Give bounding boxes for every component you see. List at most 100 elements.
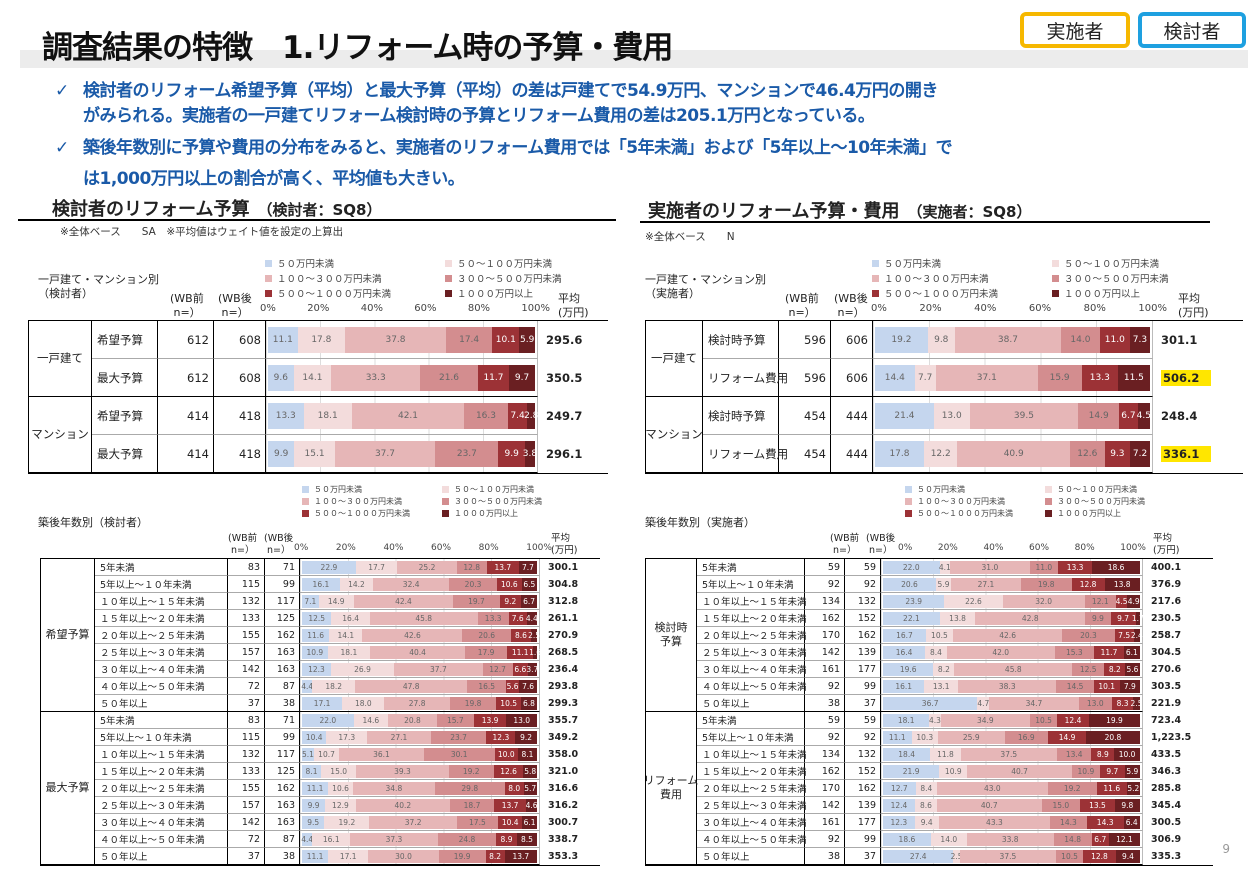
bar-segment-4: 19.2 <box>1047 781 1097 795</box>
bar-segment-1: 36.7 <box>883 696 978 710</box>
bar-segment-1: 12.3 <box>883 815 915 829</box>
legend-swatch <box>1052 259 1059 267</box>
legend-swatch <box>905 486 912 493</box>
bar-segment-3: 32.0 <box>1002 594 1085 608</box>
average-text: 506.2 <box>1161 370 1212 386</box>
bar-segment-4: 10.5 <box>1030 713 1058 727</box>
bar-segment-6: 13.0 <box>506 713 537 727</box>
bar-segment-6: 6.8 <box>520 696 537 710</box>
page-number: 9 <box>1222 842 1230 856</box>
legend-swatch <box>1045 498 1052 505</box>
n-before: 454 <box>779 397 831 435</box>
average-text: 293.8 <box>548 681 579 692</box>
legend-swatch <box>1045 510 1052 517</box>
n-after: 418 <box>214 435 266 473</box>
bar-segment-5: 9.9 <box>498 440 525 467</box>
stacked-bar: 27.4 2.5 37.5 10.5 12.8 9.4 <box>883 849 1140 863</box>
bar-segment-2: 9.4 <box>914 815 939 829</box>
bar-segment-5: 13.9 <box>473 713 507 727</box>
bar-segment-4: 19.8 <box>449 696 497 710</box>
average-text: 249.7 <box>546 409 583 423</box>
group-label: マンション <box>28 397 92 473</box>
n-after: 608 <box>214 359 266 397</box>
average-text: 304.5 <box>1151 647 1182 658</box>
bar-segment-3: 37.5 <box>959 849 1057 863</box>
bar-segment-6: 7.2 <box>1130 440 1150 467</box>
bar-segment-5: 12.4 <box>1057 713 1089 727</box>
n-after: 444 <box>831 397 873 435</box>
bar-segment-2: 14.6 <box>353 713 388 727</box>
legend-swatch <box>872 274 879 282</box>
right-heading-rule <box>640 221 1210 223</box>
bar-segment-1: 18.1 <box>883 713 930 727</box>
bar-segment-6: 7.6 <box>519 679 538 693</box>
wb-before-header: (WB前 n=） <box>228 533 258 556</box>
average-text: 349.2 <box>548 732 579 743</box>
stacked-bar-cell: 18.1 4.3 34.9 10.5 12.4 19.9 <box>881 712 1143 729</box>
stacked-bar-cell: 20.6 5.9 27.1 19.8 12.8 13.8 <box>881 576 1143 593</box>
row-label: ２５年以上～３０年未満 <box>95 644 228 661</box>
bar-segment-4: 12.7 <box>482 662 513 676</box>
row-label: 希望予算 <box>92 321 158 359</box>
bar-segment-6: 3.7 <box>526 662 539 676</box>
stacked-bar-cell: 12.3 9.4 43.3 14.3 14.3 6.4 <box>881 814 1143 831</box>
average-text: 304.8 <box>548 579 579 590</box>
n-after: 152 <box>845 763 881 780</box>
n-after: 125 <box>265 763 300 780</box>
bar-segment-2: 17.8 <box>297 326 346 353</box>
average-text: 306.9 <box>1151 834 1182 845</box>
average-value: 236.4 <box>540 661 600 678</box>
right-note: ※全体ベース N <box>645 231 735 243</box>
bar-segment-6: 2.8 <box>524 402 538 429</box>
bar-segment-5: 8.9 <box>1091 747 1115 761</box>
bar-segment-3: 42.4 <box>353 594 454 608</box>
stacked-bar: 19.2 9.8 38.7 14.0 11.0 7.3 <box>875 326 1150 353</box>
bar-segment-2: 10.3 <box>911 730 938 744</box>
axis-tick-label: 60% <box>414 303 437 314</box>
stacked-bar-cell: 18.4 11.8 37.5 13.4 8.9 10.0 <box>881 746 1143 763</box>
average-text: 358.0 <box>548 749 579 760</box>
stacked-bar-cell: 19.2 9.8 38.7 14.0 11.0 7.3 <box>873 321 1153 359</box>
stacked-bar-cell: 21.4 13.0 39.5 14.9 6.7 4.5 <box>873 397 1153 435</box>
n-after: 99 <box>265 576 300 593</box>
stacked-bar-cell: 10.9 18.1 40.4 17.9 11.1 1.6 <box>300 644 541 661</box>
stacked-bar-cell: 11.1 10.3 25.9 16.9 14.9 20.8 <box>881 729 1143 746</box>
stacked-bar: 9.9 12.9 40.2 18.7 13.7 4.6 <box>302 798 538 812</box>
bottom-table-label: 築後年数別（実施者） <box>645 516 755 529</box>
n-before: 170 <box>805 627 845 644</box>
bar-segment-6: 4.5 <box>1137 402 1151 429</box>
stacked-bar: 17.1 18.0 27.8 19.8 10.5 6.8 <box>302 696 537 710</box>
legend-swatch <box>442 486 449 493</box>
chart-legend: ５０万円未満 ５０～１００万円未満 １００～３００万円未満 ３００～５００万円未満 ５０… <box>265 256 625 300</box>
bar-segment-4: 19.9 <box>438 849 486 863</box>
axis-tick-label: 0% <box>871 303 887 314</box>
average-value: 400.1 <box>1143 559 1213 576</box>
stacked-bar: 18.1 4.3 34.9 10.5 12.4 19.9 <box>883 713 1140 727</box>
average-text: 338.7 <box>548 834 579 845</box>
average-value: 300.1 <box>540 559 600 576</box>
n-after: 37 <box>845 848 881 865</box>
group-label: マンション <box>645 397 703 473</box>
legend-item: ３００～５００万円未満 <box>1045 496 1185 507</box>
bar-segment-3: 40.4 <box>370 645 466 659</box>
bar-segment-2: 14.0 <box>930 832 967 846</box>
n-after: 606 <box>831 359 873 397</box>
n-before: 170 <box>805 780 845 797</box>
stacked-bar-cell: 23.9 22.6 32.0 12.1 4.5 4.9 <box>881 593 1143 610</box>
legend-label: ３００～５００万円未満 <box>454 497 542 506</box>
bar-segment-6: 6.1 <box>1124 645 1140 659</box>
bar-segment-4: 14.0 <box>1061 326 1100 353</box>
stacked-bar-cell: 9.5 19.2 37.2 17.5 10.4 6.1 <box>300 814 540 831</box>
bar-segment-3: 38.7 <box>954 326 1062 353</box>
average-value: 1,223.5 <box>1143 729 1213 746</box>
bar-segment-5: 6.7 <box>1119 402 1138 429</box>
bar-segment-6: 7.7 <box>518 560 537 574</box>
n-after: 152 <box>845 610 881 627</box>
bar-segment-1: 9.9 <box>268 440 295 467</box>
bar-segment-4: 12.1 <box>1084 594 1116 608</box>
row-label: リフォーム費用 <box>703 359 788 397</box>
stacked-bar-cell: 16.4 8.4 42.0 15.3 11.7 6.1 <box>881 644 1143 661</box>
stacked-bar: 4.4 18.2 47.8 16.5 5.6 7.6 <box>301 679 538 693</box>
bar-segment-1: 14.4 <box>875 364 915 391</box>
row-label: ２５年以上～３０年未満 <box>697 797 807 814</box>
